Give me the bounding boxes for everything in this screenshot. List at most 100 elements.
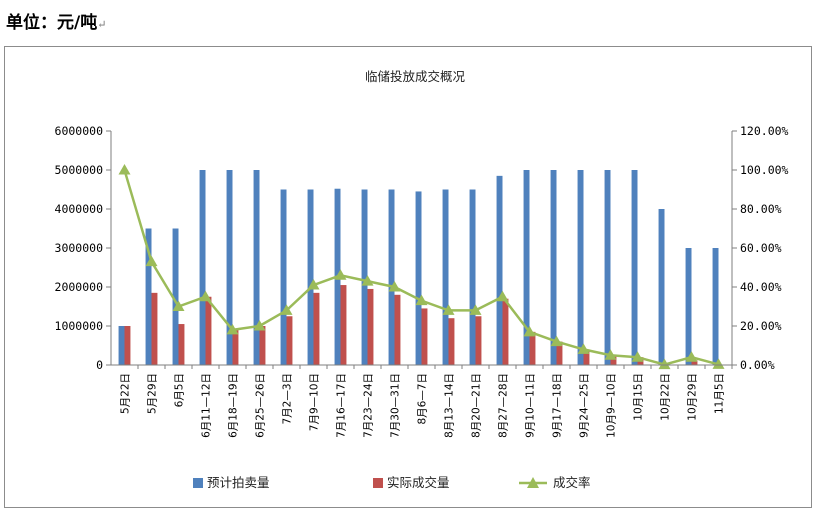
- x-tick-label: 10月22日: [660, 373, 672, 421]
- left-tick-label: 5000000: [55, 163, 104, 177]
- rate-marker: [496, 290, 509, 302]
- x-tick-label: 7月2—3日: [282, 373, 294, 425]
- left-tick-label: 3000000: [55, 241, 104, 255]
- right-tick-label: 60.00%: [740, 241, 782, 255]
- x-tick-label: 6月5日: [174, 373, 186, 407]
- legend-label: 预计拍卖量: [207, 475, 270, 490]
- bar-actual: [394, 294, 401, 365]
- bar-planned: [685, 248, 692, 365]
- right-tick-label: 120.00%: [740, 124, 789, 138]
- unit-label-text: 单位：元/吨: [6, 13, 98, 33]
- x-tick-label: 5月29日: [147, 373, 159, 414]
- bar-planned: [361, 189, 368, 365]
- rate-marker: [172, 300, 185, 311]
- bar-actual: [502, 298, 509, 365]
- bar-actual: [610, 355, 617, 365]
- bar-planned: [307, 189, 314, 365]
- right-tick-label: 0.00%: [740, 358, 775, 372]
- x-tick-label: 7月16—17日: [336, 373, 348, 438]
- x-tick-label: 6月18—19日: [228, 373, 240, 438]
- rate-marker: [388, 281, 401, 292]
- x-tick-label: 10月9—10日: [606, 373, 618, 438]
- rate-marker: [523, 325, 536, 337]
- x-tick-label: 8月13—14日: [444, 373, 456, 438]
- rate-marker: [604, 349, 617, 360]
- x-tick-label: 9月17—18日: [552, 373, 564, 438]
- rate-marker: [415, 294, 428, 306]
- x-tick-label: 10月29日: [687, 373, 699, 421]
- rate-marker: [442, 304, 455, 315]
- rate-marker: [577, 343, 590, 354]
- x-tick-label: 7月30—31日: [390, 373, 402, 438]
- bar-planned: [442, 189, 449, 365]
- x-tick-label: 6月11—12日: [201, 373, 213, 438]
- rate-marker: [226, 323, 239, 335]
- right-axis: 0.00% 20.00% 40.00% 60.00% 80.00% 100.00% 120.…: [731, 124, 789, 372]
- rate-marker: [361, 275, 374, 286]
- bar-planned: [550, 170, 557, 365]
- rate-marker: [712, 358, 725, 369]
- rate-marker: [145, 255, 158, 267]
- rate-marker: [469, 304, 482, 315]
- x-tick-label: 10月15日: [633, 373, 645, 421]
- x-axis: 5月22日 5月29日 6月5日 6月11—12日 6月18—19日 6月25—26日 7月…: [111, 364, 733, 438]
- bar-planned: [199, 170, 206, 365]
- bar-actual: [367, 288, 374, 365]
- rate-marker: [550, 335, 563, 347]
- bar-actual: [205, 296, 212, 365]
- rate-marker: [253, 320, 266, 331]
- bar-actual: [151, 292, 158, 365]
- bar-planned: [631, 170, 638, 365]
- left-tick-label: 1000000: [55, 319, 104, 333]
- bar-actual: [286, 316, 293, 365]
- right-tick-label: 80.00%: [740, 202, 782, 216]
- rate-marker: [658, 358, 671, 370]
- bar-actual: [475, 316, 482, 365]
- bar-planned: [469, 189, 476, 365]
- x-tick-label: 8月6—7日: [417, 373, 429, 425]
- bar-actual: [259, 326, 266, 365]
- x-tick-label: 7月9—10日: [309, 373, 321, 431]
- bar-actual: [583, 349, 590, 365]
- bar-planned: [712, 248, 719, 365]
- x-tick-label: 5月22日: [120, 373, 132, 414]
- chart-title: 临储投放成交概况: [365, 69, 466, 84]
- bar-actual: [421, 308, 428, 365]
- x-tick-label: 6月25—26日: [255, 373, 267, 438]
- rate-marker: [199, 290, 212, 302]
- bar-actual: [529, 331, 536, 365]
- bar-actual: [178, 324, 185, 365]
- rate-line-layer: [118, 164, 725, 370]
- legend-swatch: [193, 478, 203, 488]
- bar-actual: [340, 285, 347, 365]
- bar-planned: [145, 228, 152, 365]
- bar-actual: [556, 341, 563, 365]
- unit-label: 单位：元/吨↵: [6, 8, 106, 33]
- left-tick-label: 6000000: [55, 124, 104, 138]
- left-tick-label: 4000000: [55, 202, 104, 216]
- x-tick-label: 9月24—25日: [579, 373, 591, 438]
- left-axis: 0 1000000 2000000 3000000 4000000 5000000 6000…: [55, 124, 112, 372]
- bar-actual: [232, 329, 239, 365]
- legend-label: 成交率: [553, 475, 591, 490]
- bar-actual: [691, 360, 698, 365]
- left-tick-label: 2000000: [55, 280, 104, 294]
- bars-layer: [118, 170, 725, 365]
- x-tick-label: 11月5日: [714, 373, 726, 414]
- rate-marker: [685, 351, 698, 362]
- x-tick-label: 7月23—24日: [363, 373, 375, 438]
- legend-swatch: [373, 478, 383, 488]
- bar-planned: [118, 326, 125, 365]
- rate-marker: [334, 269, 347, 280]
- rate-marker: [280, 304, 293, 315]
- rate-marker: [307, 279, 320, 290]
- legend-label: 实际成交量: [387, 475, 450, 490]
- left-tick-label: 0: [96, 358, 103, 372]
- bar-planned: [226, 170, 233, 365]
- bar-planned: [253, 170, 260, 365]
- legend-swatch-marker: [527, 477, 539, 488]
- right-tick-label: 100.00%: [740, 163, 789, 177]
- return-mark-icon: ↵: [97, 18, 107, 31]
- bar-planned: [496, 175, 503, 365]
- right-tick-label: 40.00%: [740, 280, 782, 294]
